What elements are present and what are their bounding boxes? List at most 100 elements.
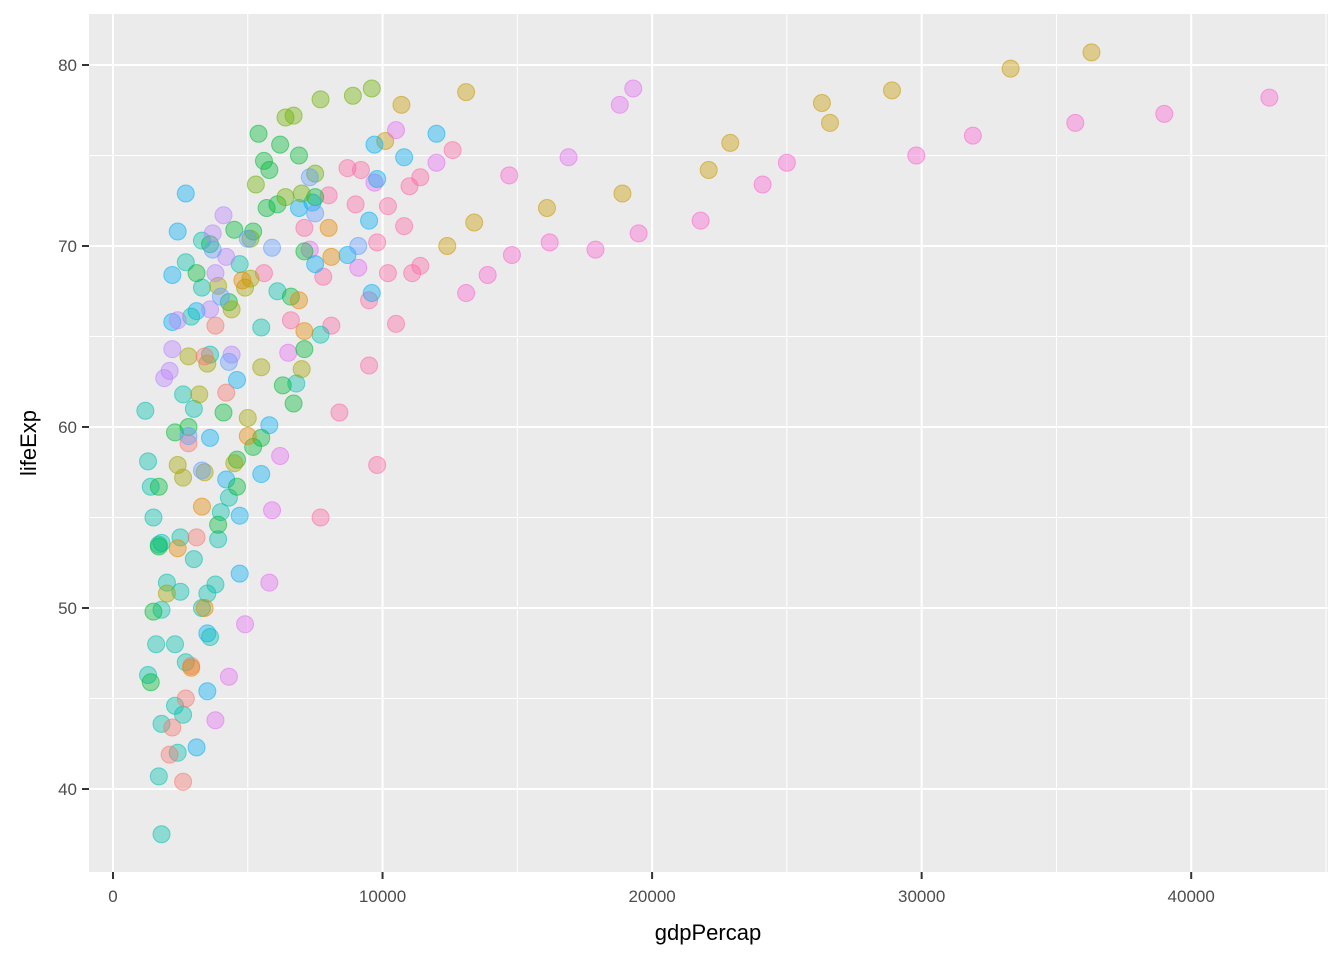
- data-point: [629, 224, 648, 243]
- data-point: [289, 198, 308, 217]
- data-point: [963, 126, 982, 145]
- data-point: [165, 635, 184, 654]
- data-point: [201, 627, 220, 646]
- data-point: [438, 237, 457, 255]
- data-point: [206, 316, 225, 335]
- y-axis-title: lifeExp: [16, 410, 41, 476]
- data-point: [613, 184, 632, 203]
- y-axis: 40 50 60 70 80: [58, 56, 89, 799]
- data-point: [330, 403, 349, 422]
- data-point: [319, 218, 338, 237]
- data-point: [260, 416, 279, 435]
- x-tick-label: 10000: [359, 887, 406, 906]
- data-point: [163, 265, 182, 284]
- data-point: [753, 175, 772, 194]
- data-point: [184, 550, 203, 569]
- data-point: [559, 148, 578, 167]
- data-point: [292, 360, 311, 379]
- data-point: [206, 264, 225, 283]
- data-point: [144, 602, 163, 621]
- data-point: [1066, 113, 1085, 132]
- data-point: [314, 267, 333, 286]
- data-point: [222, 300, 241, 319]
- data-point: [203, 224, 222, 243]
- data-point: [263, 238, 282, 257]
- data-point: [295, 340, 314, 359]
- data-point: [171, 528, 190, 547]
- data-point: [281, 311, 300, 330]
- data-point: [300, 168, 319, 187]
- data-point: [279, 343, 298, 362]
- data-point: [1155, 104, 1174, 123]
- data-point: [378, 197, 397, 216]
- data-point: [149, 767, 168, 786]
- data-point: [168, 311, 187, 330]
- data-point: [478, 265, 497, 284]
- data-point: [174, 468, 193, 487]
- data-point: [219, 352, 238, 371]
- data-point: [195, 599, 214, 617]
- data-point: [201, 235, 220, 254]
- data-point: [306, 188, 325, 207]
- data-point: [427, 124, 446, 143]
- data-point: [233, 271, 252, 290]
- data-point: [168, 539, 187, 558]
- y-tick-label: 70: [58, 237, 77, 256]
- data-point: [387, 314, 406, 333]
- data-point: [500, 166, 519, 185]
- data-point: [182, 658, 201, 677]
- data-point: [179, 427, 198, 446]
- data-point: [311, 325, 330, 344]
- data-point: [387, 121, 406, 140]
- data-point: [292, 184, 311, 203]
- data-point: [252, 318, 271, 337]
- data-point: [276, 188, 295, 207]
- data-point: [540, 233, 559, 252]
- data-point: [190, 385, 209, 404]
- data-point: [139, 665, 158, 684]
- data-point: [537, 198, 556, 217]
- data-point: [1001, 59, 1020, 78]
- data-point: [699, 160, 718, 179]
- y-tick-label: 80: [58, 56, 77, 75]
- data-point: [139, 452, 158, 471]
- data-point: [368, 170, 387, 189]
- data-point: [311, 90, 330, 109]
- data-point: [206, 711, 225, 730]
- data-point: [368, 456, 387, 475]
- major-gridlines: [89, 14, 1328, 872]
- data-point: [163, 718, 182, 737]
- data-point: [236, 615, 255, 634]
- data-point: [246, 175, 265, 194]
- plot-panel: [89, 14, 1328, 872]
- x-tick-label: 20000: [628, 887, 675, 906]
- data-point: [147, 635, 166, 654]
- data-point: [376, 132, 395, 151]
- data-point: [155, 369, 174, 388]
- minor-gridlines: [89, 14, 1328, 880]
- data-point: [179, 347, 198, 366]
- data-point: [624, 79, 643, 98]
- data-point: [174, 385, 193, 404]
- data-point: [812, 94, 831, 113]
- data-point: [882, 81, 901, 100]
- data-point: [289, 291, 308, 310]
- data-point: [198, 682, 217, 701]
- data-point: [198, 354, 217, 373]
- data-point: [311, 508, 330, 527]
- data-point: [211, 287, 230, 306]
- data-point: [271, 135, 290, 154]
- data-point: [244, 222, 263, 241]
- data-point: [360, 356, 379, 375]
- data-point: [238, 229, 257, 248]
- data-point: [230, 506, 249, 525]
- data-point: [610, 95, 629, 114]
- data-point: [319, 186, 338, 205]
- data-point: [219, 667, 238, 686]
- data-point: [362, 284, 381, 303]
- data-point: [195, 463, 214, 482]
- data-point: [457, 83, 476, 102]
- data-point: [165, 423, 184, 442]
- data-point: [230, 564, 249, 583]
